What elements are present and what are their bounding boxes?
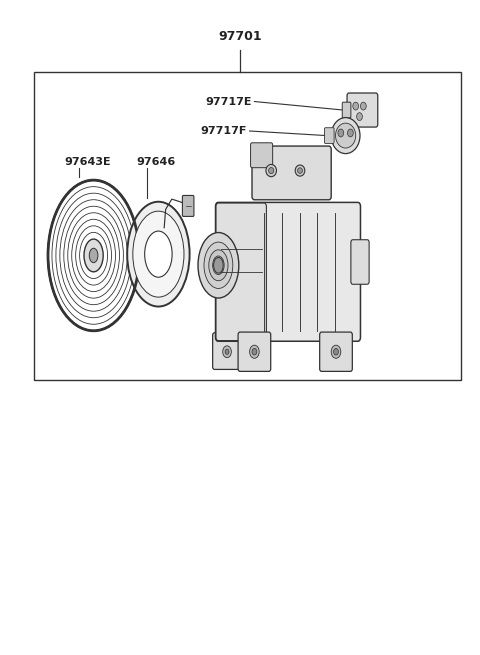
Text: 97717F: 97717F <box>201 126 247 136</box>
Ellipse shape <box>336 123 356 148</box>
Circle shape <box>225 349 229 354</box>
Circle shape <box>360 102 366 110</box>
Circle shape <box>357 113 362 121</box>
Ellipse shape <box>204 242 233 288</box>
Ellipse shape <box>295 165 305 176</box>
Text: 97717E: 97717E <box>205 96 252 107</box>
Ellipse shape <box>89 248 98 263</box>
Circle shape <box>252 348 257 355</box>
FancyBboxPatch shape <box>252 146 331 200</box>
Ellipse shape <box>133 211 184 297</box>
Circle shape <box>338 129 344 137</box>
FancyBboxPatch shape <box>238 332 271 371</box>
FancyBboxPatch shape <box>324 128 334 143</box>
Text: 97643E: 97643E <box>65 157 111 167</box>
Circle shape <box>353 102 359 110</box>
Ellipse shape <box>266 164 276 177</box>
Ellipse shape <box>84 239 103 272</box>
Circle shape <box>331 345 341 358</box>
Ellipse shape <box>331 117 360 153</box>
FancyBboxPatch shape <box>216 203 266 341</box>
FancyBboxPatch shape <box>320 332 352 371</box>
Ellipse shape <box>269 168 274 174</box>
Text: 97701: 97701 <box>218 29 262 43</box>
Circle shape <box>348 129 353 137</box>
FancyBboxPatch shape <box>351 240 369 284</box>
Text: 97646: 97646 <box>137 157 176 167</box>
FancyBboxPatch shape <box>251 143 273 168</box>
Ellipse shape <box>213 256 224 274</box>
FancyBboxPatch shape <box>213 333 243 369</box>
Ellipse shape <box>214 257 223 273</box>
Ellipse shape <box>198 233 239 298</box>
FancyBboxPatch shape <box>216 202 360 341</box>
Ellipse shape <box>144 231 172 277</box>
Ellipse shape <box>127 202 190 307</box>
FancyBboxPatch shape <box>342 102 351 118</box>
Circle shape <box>334 348 338 355</box>
FancyBboxPatch shape <box>182 195 194 216</box>
Circle shape <box>223 346 231 358</box>
Ellipse shape <box>298 168 302 174</box>
Ellipse shape <box>209 250 228 281</box>
Circle shape <box>250 345 259 358</box>
FancyBboxPatch shape <box>347 93 378 127</box>
